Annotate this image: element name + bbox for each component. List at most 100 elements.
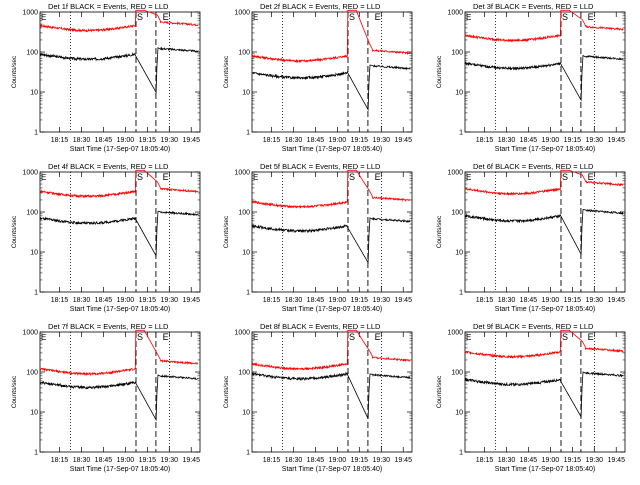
black-events-series	[39, 46, 199, 94]
plot-frame	[251, 171, 413, 293]
end-marker: E	[163, 172, 169, 182]
x-tick-label: 19:15	[139, 457, 157, 464]
x-tick-label: 19:00	[117, 297, 135, 304]
red-lld-series	[464, 169, 624, 197]
y-axis-label: Counts/sec	[11, 215, 18, 248]
y-tick-label: 100	[451, 370, 463, 377]
x-tick-label: 19:15	[351, 297, 369, 304]
x-axis-label: Start Time (17-Sep-07 18:05:40)	[495, 306, 595, 313]
x-tick-label: 18:30	[73, 297, 91, 304]
x-tick-label: 19:00	[329, 137, 347, 144]
y-tick-label: 1	[459, 130, 463, 137]
y-tick-label: 10	[455, 410, 463, 417]
red-lld-series	[464, 9, 624, 43]
y-tick-label: 100	[238, 50, 250, 57]
red-lld-series	[251, 329, 411, 371]
x-tick-label: 18:45	[520, 457, 538, 464]
plot-frame	[39, 11, 201, 133]
x-tick-label: 19:15	[351, 457, 369, 464]
y-tick-label: 100	[238, 210, 250, 217]
x-tick-label: 19:15	[139, 297, 157, 304]
x-tick-label: 19:30	[586, 137, 604, 144]
corner-marker: E	[41, 173, 46, 182]
y-tick-label: 1000	[234, 330, 250, 337]
start-marker: S	[562, 172, 568, 182]
x-tick-label: 19:30	[161, 297, 179, 304]
corner-marker: E	[253, 333, 258, 342]
y-axis-label: Counts/sec	[223, 55, 230, 88]
y-tick-label: 1000	[447, 170, 463, 177]
x-tick-label: 18:45	[307, 137, 325, 144]
x-tick-label: 19:30	[373, 137, 391, 144]
x-tick-label: 19:30	[586, 457, 604, 464]
x-tick-label: 18:15	[51, 137, 69, 144]
x-tick-label: 19:45	[607, 297, 625, 304]
black-events-series	[39, 210, 199, 258]
x-tick-label: 18:15	[263, 137, 281, 144]
x-axis-label: Start Time (17-Sep-07 18:05:40)	[495, 466, 595, 473]
x-tick-label: 18:15	[476, 457, 494, 464]
x-tick-label: 18:15	[263, 297, 281, 304]
y-axis-label: Counts/sec	[11, 55, 18, 88]
x-tick-label: 19:30	[586, 297, 604, 304]
corner-marker: E	[466, 173, 471, 182]
end-marker: E	[163, 332, 169, 342]
x-tick-label: 18:30	[498, 297, 516, 304]
x-tick-label: 18:45	[307, 297, 325, 304]
corner-marker: E	[41, 13, 46, 22]
x-tick-label: 19:15	[564, 457, 582, 464]
x-tick-label: 18:45	[520, 137, 538, 144]
y-tick-label: 1	[246, 130, 250, 137]
panel-2: Det 2f BLACK = Events, RED = LLD 1 10 100 10…	[223, 2, 413, 153]
red-lld-series	[251, 169, 411, 209]
y-tick-label: 100	[451, 50, 463, 57]
y-axis-label: Counts/sec	[11, 375, 18, 408]
x-tick-label: 18:30	[285, 297, 303, 304]
start-marker: S	[349, 172, 355, 182]
y-tick-label: 100	[451, 210, 463, 217]
y-axis-label: Counts/sec	[436, 55, 443, 88]
panel-4: Det 4f BLACK = Events, RED = LLD 1 10 100 10…	[11, 162, 201, 313]
panel-title: Det 5f BLACK = Events, RED = LLD	[260, 162, 381, 171]
panel-3: Det 3f BLACK = Events, RED = LLD 1 10 100 10…	[436, 2, 626, 153]
red-lld-series	[40, 9, 199, 33]
black-events-series	[251, 64, 411, 112]
y-tick-label: 10	[242, 250, 250, 257]
y-tick-label: 100	[26, 370, 38, 377]
y-tick-label: 10	[30, 90, 38, 97]
x-tick-label: 19:45	[607, 457, 625, 464]
x-axis-label: Start Time (17-Sep-07 18:05:40)	[70, 466, 170, 473]
end-marker: E	[588, 12, 594, 22]
x-tick-label: 18:15	[51, 457, 69, 464]
x-tick-label: 18:30	[73, 137, 91, 144]
panel-title: Det 8f BLACK = Events, RED = LLD	[260, 322, 381, 331]
y-tick-label: 1	[34, 450, 38, 457]
x-tick-label: 18:30	[285, 137, 303, 144]
x-tick-label: 18:30	[73, 457, 91, 464]
x-tick-label: 19:30	[373, 297, 391, 304]
end-marker: E	[375, 172, 381, 182]
x-tick-label: 18:30	[498, 137, 516, 144]
black-events-series	[464, 208, 624, 256]
red-lld-series	[251, 9, 411, 64]
y-tick-label: 1000	[22, 330, 38, 337]
x-tick-label: 19:00	[542, 137, 560, 144]
plot-frame	[464, 11, 626, 133]
y-tick-label: 100	[26, 50, 38, 57]
x-tick-label: 19:45	[394, 297, 412, 304]
x-tick-label: 19:00	[117, 137, 135, 144]
x-tick-label: 19:45	[394, 457, 412, 464]
y-tick-label: 10	[455, 90, 463, 97]
y-tick-label: 1000	[447, 10, 463, 17]
panel-5: Det 5f BLACK = Events, RED = LLD 1 10 100 10…	[223, 162, 413, 313]
end-marker: E	[375, 12, 381, 22]
plot-frame	[251, 11, 413, 133]
panel-title: Det 7f BLACK = Events, RED = LLD	[48, 322, 169, 331]
black-events-series	[39, 374, 199, 422]
y-tick-label: 1	[34, 130, 38, 137]
y-tick-label: 1	[34, 290, 38, 297]
x-tick-label: 19:00	[117, 457, 135, 464]
plot-frame	[39, 171, 201, 293]
y-tick-label: 10	[455, 250, 463, 257]
